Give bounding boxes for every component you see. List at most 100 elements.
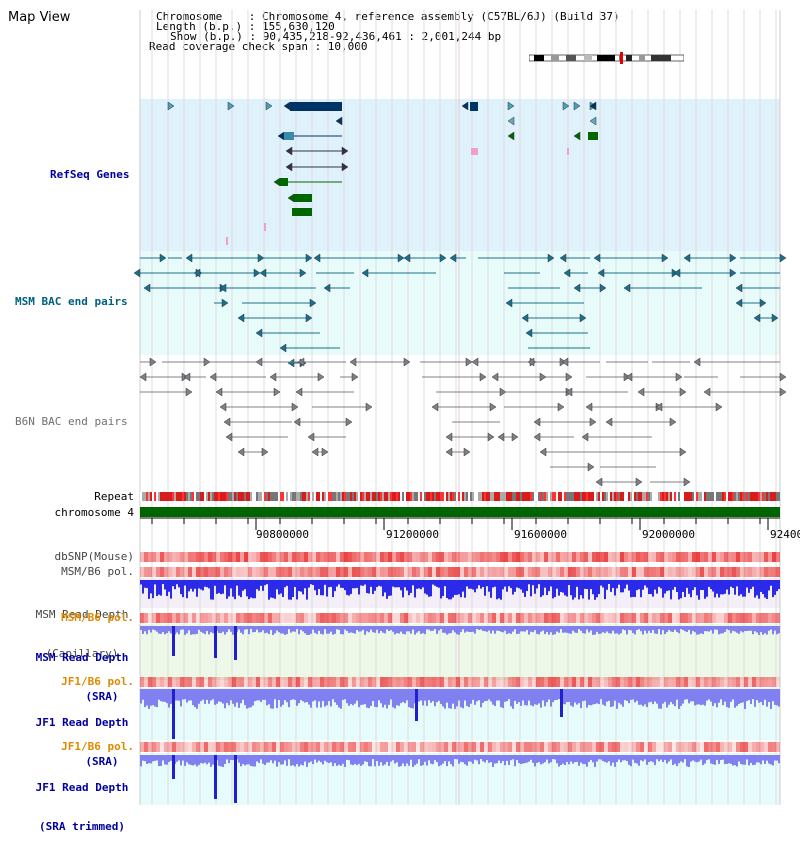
msm-depth-sra-bar <box>482 626 484 631</box>
jf1-depth-sra-bar <box>302 689 304 702</box>
msm-depth-sra-bar <box>726 626 728 630</box>
jf1-depth-trimmed-bar <box>640 755 642 761</box>
msm-depth-capillary-bar <box>488 580 490 592</box>
jf1-depth-trimmed-bar <box>568 755 570 765</box>
msm-depth-capillary-bar <box>522 580 524 593</box>
msm-b6-pol-heat <box>344 567 348 577</box>
b6n-bac-track-label[interactable]: B6N BAC end pairs <box>15 415 128 428</box>
jf1-b6-pol-heat <box>184 677 188 687</box>
msm-bac-pair <box>257 253 265 263</box>
msm-b6-pol-heat <box>308 567 312 577</box>
msm-depth-capillary-bar <box>542 580 544 596</box>
msm-depth-capillary-bar <box>250 580 252 598</box>
jf1-depth-trimmed-label[interactable]: JF1 Read Depth (SRA trimmed) <box>30 755 134 859</box>
msm-depth-sra-bar <box>360 626 362 632</box>
msm-depth-sra-bar <box>464 626 466 633</box>
msm-b6-pol-heat <box>292 567 296 577</box>
msm-depth-sra-bar <box>334 626 336 634</box>
jf1-b6-pol-trimmed-heat <box>324 742 328 752</box>
jf1-depth-trimmed-bar <box>546 755 548 760</box>
jf1-b6-pol-trimmed-heat <box>548 742 552 752</box>
msm-depth-sra-bar <box>152 626 154 630</box>
jf1-depth-sra-bar <box>592 689 594 705</box>
axis-tick-label: 90800000 <box>256 528 309 541</box>
repeat-segment <box>242 492 244 501</box>
jf1-b6-pol-trimmed-heat <box>256 742 260 752</box>
dbsnp-heat <box>524 552 528 562</box>
msm-depth-capillary-bar <box>348 580 350 596</box>
repeat-track-label[interactable]: Repeat <box>94 490 134 503</box>
jf1-depth-sra-bar <box>642 689 644 707</box>
msm-b6-pol-sra-heat <box>548 613 552 623</box>
repeat-segment <box>500 492 502 501</box>
msm-depth-capillary-bar <box>462 580 464 592</box>
repeat-segment <box>642 492 644 501</box>
jf1-depth-sra-bar <box>360 689 362 705</box>
dbsnp-heat <box>204 552 208 562</box>
jf1-depth-sra-bar <box>686 689 688 700</box>
dbsnp-heat <box>240 552 244 562</box>
msm-bac-pair <box>323 283 331 293</box>
msm-depth-sra-label[interactable]: MSM Read Depth (SRA) <box>30 625 134 729</box>
msm-b6-pol-heat <box>472 567 476 577</box>
chromosome-track-label[interactable]: chromosome 4 <box>54 506 134 519</box>
repeat-segment <box>556 492 558 501</box>
dbsnp-track-label[interactable]: dbSNP(Mouse) <box>54 550 134 563</box>
repeat-segment <box>402 492 404 501</box>
msm-bac-track-label[interactable]: MSM BAC end pairs <box>15 295 128 308</box>
msm-depth-sra-bar <box>698 626 700 635</box>
jf1-depth-sra-bar <box>284 689 286 701</box>
chromosome-ideogram[interactable] <box>529 52 684 64</box>
msm-depth-sra-bar <box>728 626 730 631</box>
msm-b6-pol-heat <box>684 567 688 577</box>
msm-bac-pair <box>221 298 229 308</box>
msm-depth-capillary-bar <box>154 580 156 585</box>
repeat-segment <box>638 492 640 501</box>
jf1-depth-sra-bar <box>730 689 732 702</box>
jf1-b6-pol-label[interactable]: JF1/B6 pol. <box>61 675 134 688</box>
msm-depth-capillary-bar <box>306 580 308 600</box>
jf1-depth-trimmed-bar <box>304 755 306 762</box>
jf1-depth-sra-label[interactable]: JF1 Read Depth (SRA) <box>30 690 134 794</box>
jf1-depth-trimmed-bar <box>366 755 368 762</box>
jf1-depth-sra-bar <box>738 689 740 705</box>
repeat-segment <box>224 492 226 501</box>
msm-depth-capillary-bar <box>458 580 460 595</box>
dbsnp-heat <box>340 552 344 562</box>
msm-depth-capillary-label[interactable]: MSM Read Depth (Capillary) <box>30 582 134 686</box>
msm-depth-sra-bar <box>754 626 756 632</box>
jf1-b6-pol-trimmed-label[interactable]: JF1/B6 pol. <box>61 740 134 753</box>
refseq-track-label[interactable]: RefSeq Genes <box>50 168 130 181</box>
msm-depth-capillary-bar <box>474 580 476 593</box>
region-info: Chromosome : Chromosome 4, reference ass… <box>149 11 620 52</box>
genome-track-canvas[interactable] <box>0 0 800 805</box>
msm-depth-sra-bar <box>300 626 302 630</box>
msm-b6-pol-label[interactable]: MSM/B6 pol. <box>61 565 134 578</box>
jf1-depth-sra-bar <box>264 689 266 700</box>
jf1-depth-sra-bar <box>342 689 344 700</box>
msm-depth-capillary-bar <box>206 580 208 588</box>
jf1-depth-sra-bar <box>182 689 184 700</box>
jf1-b6-pol-heat <box>164 677 168 687</box>
msm-depth-sra-bar <box>638 626 640 630</box>
repeat-segment <box>260 492 262 501</box>
repeat-segment <box>164 492 166 501</box>
repeat-segment <box>596 492 598 501</box>
jf1-depth-trimmed-bar <box>242 755 244 765</box>
jf1-b6-pol-trimmed-heat <box>472 742 476 752</box>
jf1-depth-trimmed-bar <box>496 755 498 764</box>
msm-b6-pol-sra-heat <box>232 613 236 623</box>
jf1-b6-pol-heat <box>368 677 372 687</box>
msm-b6-pol-sra-heat <box>684 613 688 623</box>
msm-depth-sra-bar <box>752 626 754 635</box>
repeat-segment <box>582 492 584 501</box>
repeat-segment <box>572 492 574 501</box>
msm-b6-pol-sra-heat <box>560 613 564 623</box>
msm-depth-capillary-bar <box>464 580 466 598</box>
jf1-depth-sra-bar <box>676 689 678 700</box>
repeat-segment <box>562 492 564 501</box>
b6n-bac-pair <box>351 372 359 382</box>
msm-depth-sra-bar <box>668 626 670 630</box>
msm-b6-pol-sra-label[interactable]: MSM/B6 pol. <box>61 611 134 624</box>
msm-b6-pol-sra-heat <box>476 613 480 623</box>
